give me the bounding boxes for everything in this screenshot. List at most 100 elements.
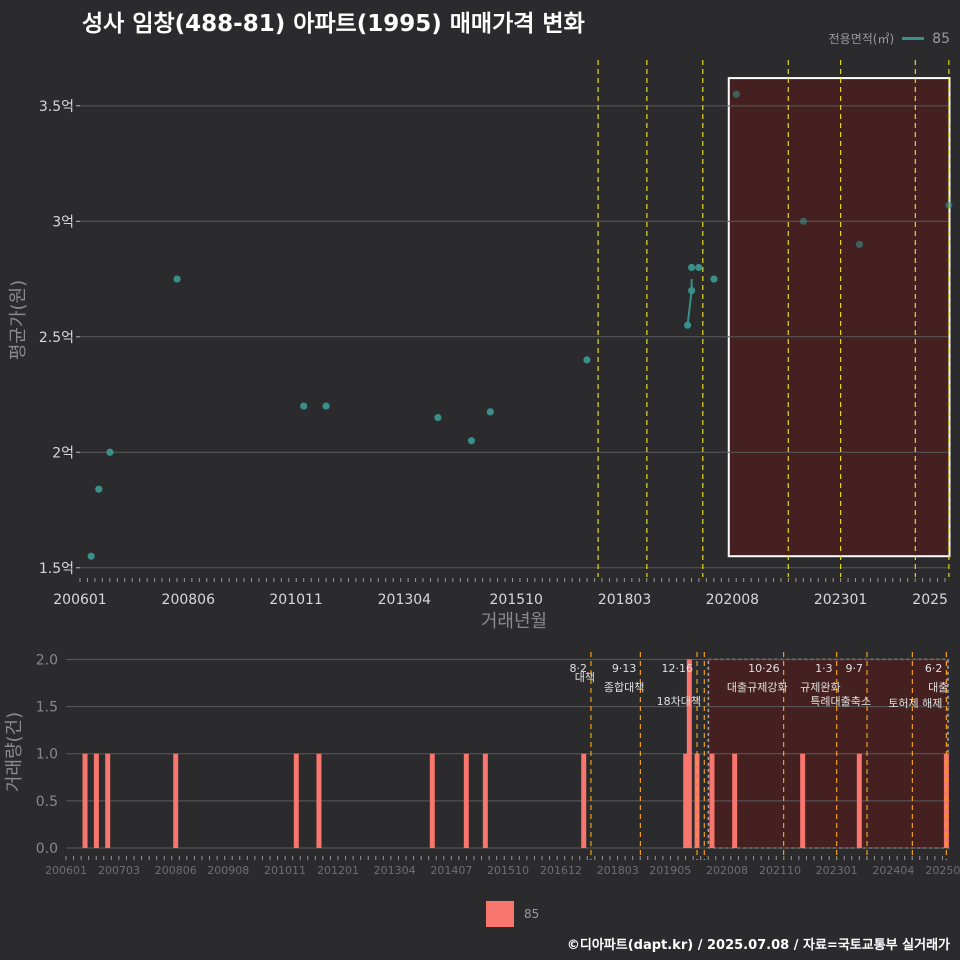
legend-line-swatch: [902, 37, 925, 40]
volume-bar: [429, 753, 435, 848]
x-tick-label: 202301: [816, 864, 858, 877]
volume-bar: [581, 753, 587, 848]
x-tick-label: 201905: [649, 864, 691, 877]
data-point: [322, 402, 330, 410]
legend-title: 전용면적(㎡): [828, 32, 895, 46]
policy-label: 종합대책: [604, 681, 644, 694]
data-point: [87, 552, 95, 560]
policy-date: 1·3: [815, 662, 833, 675]
x-tick-label: 201304: [378, 592, 432, 608]
volume-bar: [686, 659, 692, 848]
x-tick-label: 201803: [597, 864, 639, 877]
policy-label: 토허제 해제: [888, 696, 942, 710]
policy-date: 10·26: [748, 662, 780, 675]
policy-date: 6·2: [925, 662, 943, 675]
x-tick-label: 201407: [430, 864, 472, 877]
volume-bar: [856, 753, 862, 848]
volume-bar: [709, 753, 715, 848]
y-tick-label: 2.5억: [39, 330, 74, 346]
policy-label: 대출규제강화: [727, 681, 788, 694]
x-tick-label: 200601: [53, 592, 106, 608]
data-point: [95, 485, 103, 493]
x-tick-label: 2025: [912, 592, 948, 608]
x-tick-label: 201304: [374, 864, 416, 877]
volume-bar: [683, 753, 689, 848]
policy-date: 12·16: [662, 662, 694, 675]
policy-label: 규제완화: [800, 681, 840, 694]
data-point: [684, 321, 692, 329]
volume-bar: [316, 753, 322, 848]
data-point: [945, 201, 953, 209]
data-point: [688, 263, 696, 272]
data-point: [434, 414, 442, 422]
x-tick-label: 201612: [540, 864, 582, 877]
data-point: [855, 240, 864, 248]
x-tick-label: 202008: [706, 864, 748, 877]
x-axis-title: 거래년월: [481, 611, 547, 632]
x-tick-label: 201803: [598, 592, 651, 608]
volume-bar: [173, 753, 179, 848]
y-tick-label: 0.0: [36, 841, 58, 857]
volume-bar: [482, 753, 488, 848]
volume-bar: [93, 753, 99, 848]
data-point: [300, 402, 308, 410]
legend-bar-swatch: [486, 901, 514, 927]
x-tick-label: 200806: [162, 592, 216, 608]
policy-date: 9·13: [612, 662, 637, 675]
y-axis-title: 거래량(건): [4, 712, 25, 792]
x-tick-label: 202506: [925, 864, 960, 877]
data-point: [799, 217, 808, 225]
volume-bar: [463, 753, 469, 848]
data-point: [710, 275, 718, 283]
volume-bar: [732, 753, 738, 848]
data-point: [583, 356, 591, 364]
legend-series-label: 85: [932, 30, 950, 47]
y-tick-label: 2억: [52, 445, 74, 461]
price-chart: 1.5억 2억 2.5억 3억 3.5억 200601 200806 201011 201304…: [8, 60, 953, 632]
x-tick-label: 202008: [706, 592, 759, 608]
x-tick-label: 201011: [264, 864, 306, 877]
volume-chart: 0.0 0.5 1.0 1.5 2.0 8·2대책 9·13 종합대책 12·16 18차대책 10…: [4, 652, 960, 877]
y-tick-label: 3.5억: [39, 99, 74, 115]
price-legend: 전용면적(㎡) 85: [829, 30, 950, 47]
x-tick-label: 200703: [98, 864, 140, 877]
x-tick-label: 202110: [759, 864, 801, 877]
data-point: [732, 90, 740, 98]
y-tick-label: 1.5억: [39, 561, 74, 577]
policy-label: 18차대책: [657, 695, 701, 708]
x-tick-label: 200601: [45, 864, 87, 877]
x-tick-label: 200908: [207, 864, 249, 877]
y-tick-label: 3억: [52, 214, 74, 230]
x-tick-label: 201201: [317, 864, 359, 877]
x-tick-label: 201510: [487, 864, 529, 877]
source-caption: ©디아파트(dapt.kr) / 2025.07.08 / 자료=국토교통부 실…: [566, 938, 950, 953]
data-point: [106, 448, 114, 456]
policy-label: 대출: [928, 681, 948, 694]
policy-label: 특례대출축소: [810, 695, 871, 708]
data-point: [695, 263, 703, 272]
volume-bar: [105, 753, 111, 848]
x-tick-label: 201011: [269, 592, 322, 608]
y-tick-label: 0.5: [36, 794, 58, 810]
x-tick-label: 202404: [872, 864, 914, 877]
volume-bar: [293, 753, 299, 848]
data-point: [173, 275, 181, 283]
legend-bar-label: 85: [524, 907, 540, 921]
y-tick-label: 2.0: [36, 652, 58, 668]
highlight-region: [727, 77, 951, 558]
x-tick-label: 201510: [490, 592, 543, 608]
policy-date: 9·7: [846, 662, 864, 675]
series-line: [686, 279, 693, 326]
y-axis-title: 평균가(원): [8, 280, 29, 360]
volume-bar: [82, 753, 88, 848]
data-point: [467, 437, 476, 445]
y-tick-label: 1.0: [36, 747, 58, 763]
policy-label: 대책: [575, 671, 595, 684]
volume-legend: 85: [486, 901, 539, 927]
x-tick-label: 202301: [814, 592, 867, 608]
data-point: [688, 286, 696, 295]
y-tick-label: 1.5: [36, 700, 58, 716]
chart-title: 성사 임창(488-81) 아파트(1995) 매매가격 변화: [82, 11, 585, 37]
policy-date: 8·2: [569, 662, 587, 675]
